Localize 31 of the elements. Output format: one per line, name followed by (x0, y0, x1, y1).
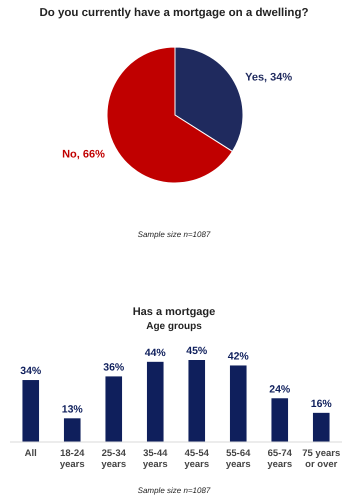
x-tick-label: All (24, 448, 37, 459)
bar (230, 365, 247, 442)
data-label: 13% (62, 403, 84, 416)
bar (188, 360, 206, 442)
chart-title: Has a mortgage (132, 306, 216, 318)
bar (105, 376, 122, 442)
bar (312, 412, 330, 442)
slice-label: No, 66% (62, 148, 106, 161)
x-tick-label: 35-44 years (142, 448, 168, 470)
x-tick-label: 18-24 years (60, 448, 86, 470)
bar (64, 418, 81, 442)
x-tick-label: 45-54 years (184, 448, 210, 470)
data-label: 42% (228, 350, 250, 362)
slice-label: Yes, 34% (245, 71, 292, 84)
data-label: 16% (310, 398, 332, 410)
data-label: 36% (103, 361, 125, 374)
text: Sample size n=1087 (138, 230, 211, 239)
chart-title: Do you currently have a mortgage on a dwelling? (39, 7, 309, 19)
data-label: 24% (269, 383, 291, 396)
bar (146, 362, 164, 442)
x-tick-label: 75 years or over (302, 448, 340, 470)
bar (271, 398, 288, 442)
x-tick-label: 65-74 years (267, 448, 293, 470)
x-tick-label: 55-64 years (226, 448, 252, 470)
text: Sample size n=1087 (138, 486, 211, 495)
chart-subtitle: Age groups (146, 321, 202, 332)
data-label: 34% (20, 365, 42, 378)
data-label: 44% (144, 346, 166, 359)
bar (22, 380, 40, 442)
x-tick-label: 25-34 years (101, 448, 127, 470)
data-label: 45% (186, 345, 208, 357)
